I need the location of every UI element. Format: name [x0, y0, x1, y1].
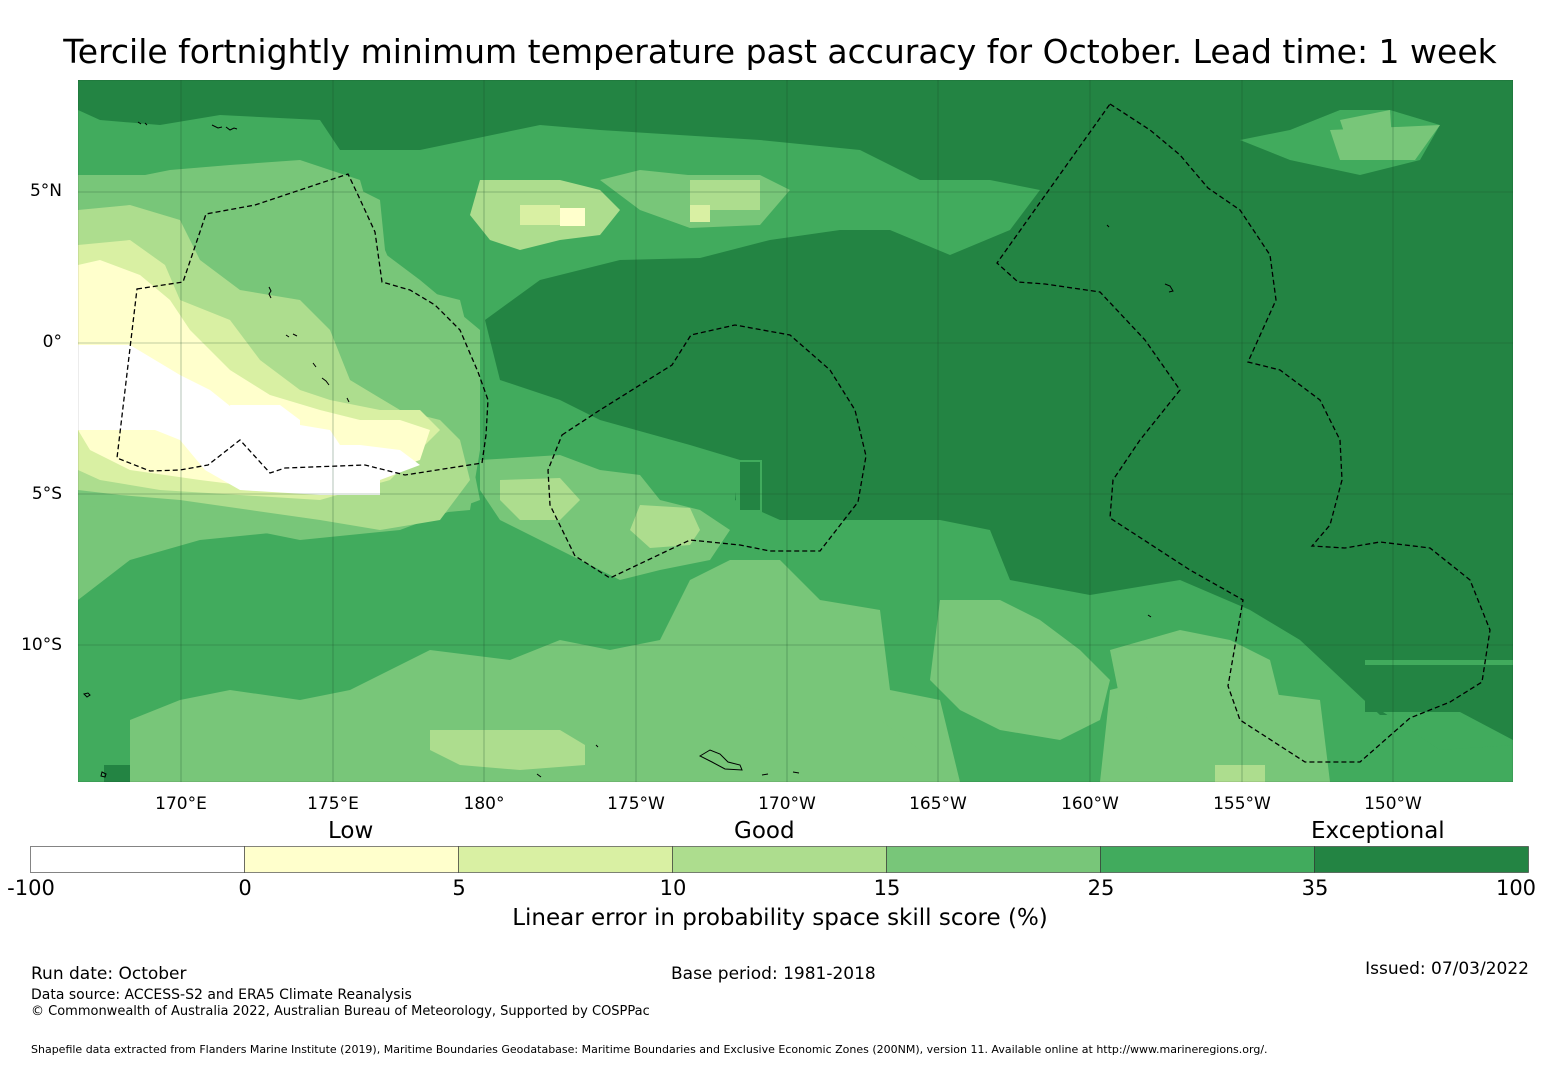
colorbar-swatch-3	[458, 846, 673, 873]
skill-region	[430, 730, 585, 770]
skill-region	[104, 765, 130, 782]
category-exceptional: Exceptional	[1311, 818, 1445, 844]
lon-label-180: 180°	[463, 794, 505, 814]
skill-region	[560, 208, 585, 226]
data-source: Data source: ACCESS-S2 and ERA5 Climate …	[31, 987, 412, 1003]
colorbar-tick-5: 5	[452, 876, 466, 900]
colorbar-swatch-4	[672, 846, 887, 873]
colorbar-tick-35: 35	[1301, 876, 1329, 900]
skill-region	[1110, 630, 1280, 730]
colorbar-swatch-1	[30, 846, 245, 873]
colorbar-label: Linear error in probability space skill …	[512, 905, 1048, 931]
issued-date: Issued: 07/03/2022	[1365, 959, 1529, 979]
lon-label-170e: 170°E	[155, 794, 207, 814]
colorbar-tick-m100: -100	[7, 876, 55, 900]
colorbar-swatch-2	[244, 846, 459, 873]
category-good: Good	[734, 818, 795, 844]
skill-region	[1215, 765, 1265, 782]
shapefile-credit: Shapefile data extracted from Flanders M…	[31, 1043, 1268, 1056]
run-date: Run date: October	[31, 964, 187, 984]
copyright: © Commonwealth of Australia 2022, Austra…	[31, 1004, 650, 1019]
lon-label-170w: 170°W	[758, 794, 816, 814]
lat-label-5n: 5°N	[29, 181, 62, 201]
skill-region	[1365, 665, 1513, 740]
colorbar-tick-25: 25	[1087, 876, 1115, 900]
colorbar	[30, 846, 1529, 873]
colorbar-tick-15: 15	[873, 876, 901, 900]
lat-label-0: 0°	[42, 332, 62, 352]
skill-region	[690, 180, 760, 210]
lon-label-175e: 175°E	[307, 794, 359, 814]
skill-region	[500, 478, 580, 520]
skill-region	[740, 462, 760, 510]
gridlines	[78, 80, 1513, 782]
skill-region	[690, 205, 710, 222]
skill-region	[520, 205, 560, 225]
skill-region	[230, 405, 300, 445]
lat-label-10s: 10°S	[21, 635, 62, 655]
skill-region	[480, 700, 940, 782]
eez-kiribati-line	[996, 103, 1491, 763]
colorbar-swatch-5	[886, 846, 1101, 873]
lon-label-175w: 175°W	[607, 794, 665, 814]
skill-region	[78, 80, 1513, 715]
lon-label-150w: 150°W	[1364, 794, 1422, 814]
eez-boundaries	[116, 103, 1491, 763]
skill-region	[630, 505, 700, 548]
lon-label-165w: 165°W	[909, 794, 967, 814]
colorbar-tick-10: 10	[659, 876, 687, 900]
colorbar-tick-0: 0	[238, 876, 252, 900]
lon-label-160w: 160°W	[1061, 794, 1119, 814]
colorbar-swatch-7	[1314, 846, 1529, 873]
category-low: Low	[328, 818, 374, 844]
lat-label-5s: 5°S	[31, 484, 62, 504]
skill-region	[1330, 125, 1440, 160]
colorbar-tick-100: 100	[1495, 876, 1537, 900]
colorbar-swatch-6	[1100, 846, 1315, 873]
islands	[83, 121, 1174, 778]
base-period: Base period: 1981-2018	[671, 964, 876, 984]
lon-label-155w: 155°W	[1213, 794, 1271, 814]
skill-region	[930, 600, 1110, 740]
eez-tuvalu	[116, 173, 489, 476]
map-title: Tercile fortnightly minimum temperature …	[63, 32, 1497, 71]
